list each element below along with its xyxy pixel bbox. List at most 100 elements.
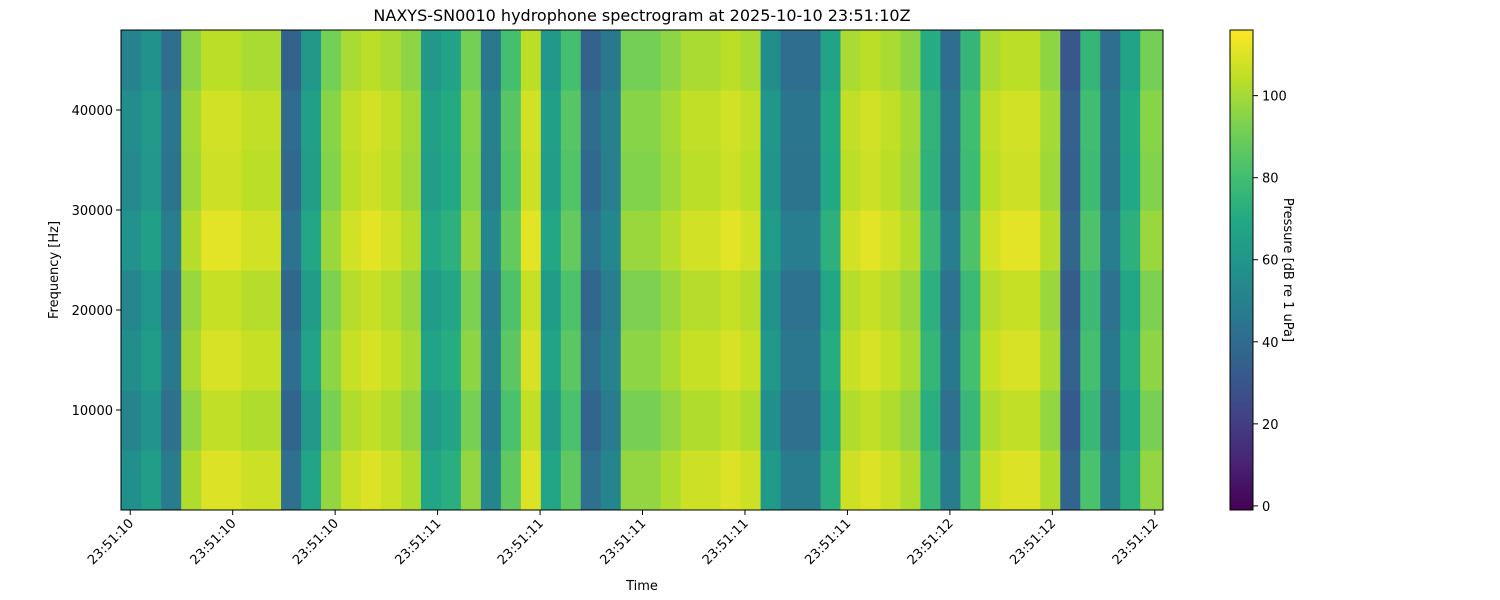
heat-cell: [620, 270, 642, 331]
heat-cell: [920, 90, 941, 151]
heat-cell: [560, 330, 582, 391]
heat-cell: [480, 390, 502, 451]
heat-cell: [241, 30, 262, 91]
heat-cell: [560, 450, 582, 511]
heat-cell: [301, 270, 322, 331]
heat-cell: [181, 90, 202, 151]
heat-cell: [640, 390, 662, 451]
heat-cell: [940, 30, 961, 91]
heat-cell: [1020, 30, 1041, 91]
heat-cell: [460, 270, 482, 331]
heat-cell: [440, 30, 462, 91]
heat-cell: [500, 30, 522, 91]
heat-cell: [620, 30, 642, 91]
heat-cell: [980, 30, 1001, 91]
heat-cell: [480, 210, 502, 271]
heat-cell: [720, 30, 742, 91]
heat-cell: [181, 270, 202, 331]
heat-cell: [880, 150, 901, 211]
heat-cell: [680, 30, 702, 91]
heat-cell: [261, 390, 282, 451]
heat-cell: [940, 150, 961, 211]
heat-cell: [1000, 270, 1021, 331]
heat-cell: [620, 90, 642, 151]
heat-cell: [1140, 210, 1164, 271]
heat-cell: [460, 150, 482, 211]
heat-cell: [520, 270, 542, 331]
heat-cell: [161, 30, 182, 91]
heat-cell: [620, 150, 642, 211]
heat-cell: [980, 330, 1001, 391]
heat-cell: [700, 270, 722, 331]
heat-cell: [920, 450, 941, 511]
heat-cell: [880, 270, 901, 331]
heat-cell: [1060, 30, 1081, 91]
heat-cell: [520, 210, 542, 271]
heat-cell: [201, 210, 222, 271]
heat-cell: [840, 30, 861, 91]
heat-cell: [760, 30, 782, 91]
heat-cell: [640, 90, 662, 151]
heat-cell: [241, 90, 262, 151]
y-tick-label: 30000: [72, 204, 113, 219]
heat-cell: [1100, 150, 1121, 211]
colorbar-tick-label: 100: [1262, 90, 1287, 105]
heat-cell: [740, 30, 762, 91]
heat-cell: [400, 450, 422, 511]
heat-cell: [660, 90, 682, 151]
heat-cell: [361, 390, 382, 451]
heat-cell: [1140, 330, 1164, 391]
heat-cell: [540, 30, 562, 91]
heat-cell: [520, 90, 542, 151]
heat-cell: [680, 270, 702, 331]
heat-cell: [181, 30, 202, 91]
x-tick-label: 23:51:12: [1007, 516, 1059, 568]
heat-cell: [500, 210, 522, 271]
heat-cell: [660, 30, 682, 91]
x-tick-label: 23:51:10: [188, 516, 240, 568]
heat-cell: [141, 450, 162, 511]
heat-cell: [860, 150, 881, 211]
heat-cell: [660, 210, 682, 271]
heat-cell: [420, 150, 442, 211]
heat-cell: [1040, 390, 1061, 451]
heat-cell: [820, 210, 842, 271]
heat-cell: [380, 210, 402, 271]
heat-cell: [420, 30, 442, 91]
heat-cell: [580, 90, 602, 151]
chart-title: NAXYS-SN0010 hydrophone spectrogram at 2…: [373, 6, 910, 25]
heat-cell: [141, 390, 162, 451]
heat-cell: [281, 90, 302, 151]
heat-cell: [1000, 450, 1021, 511]
heat-cell: [980, 390, 1001, 451]
heat-cell: [540, 330, 562, 391]
heat-cell: [480, 150, 502, 211]
heat-cell: [940, 390, 961, 451]
y-axis-label: Frequency [Hz]: [47, 221, 62, 319]
heat-cell: [301, 210, 322, 271]
heat-cell: [380, 330, 402, 391]
heat-cell: [361, 450, 382, 511]
heat-cell: [880, 90, 901, 151]
heat-cell: [420, 90, 442, 151]
heat-cell: [1000, 30, 1021, 91]
heat-cell: [1120, 330, 1141, 391]
heat-cell: [580, 330, 602, 391]
heat-cell: [201, 90, 222, 151]
x-tick-label: 23:51:11: [495, 516, 547, 568]
heat-cell: [640, 270, 662, 331]
heat-cell: [380, 270, 402, 331]
heat-cell: [500, 150, 522, 211]
heat-cell: [600, 90, 622, 151]
heat-cell: [580, 30, 602, 91]
heat-cell: [1060, 390, 1081, 451]
heat-cell: [201, 270, 222, 331]
heat-cell: [900, 330, 921, 391]
heat-cell: [161, 450, 182, 511]
heat-cell: [1020, 270, 1041, 331]
heatmap: [121, 30, 1164, 511]
heat-cell: [141, 270, 162, 331]
heat-cell: [1060, 210, 1081, 271]
heat-cell: [161, 150, 182, 211]
heat-cell: [480, 30, 502, 91]
